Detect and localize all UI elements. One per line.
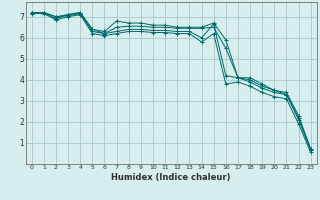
X-axis label: Humidex (Indice chaleur): Humidex (Indice chaleur) (111, 173, 231, 182)
